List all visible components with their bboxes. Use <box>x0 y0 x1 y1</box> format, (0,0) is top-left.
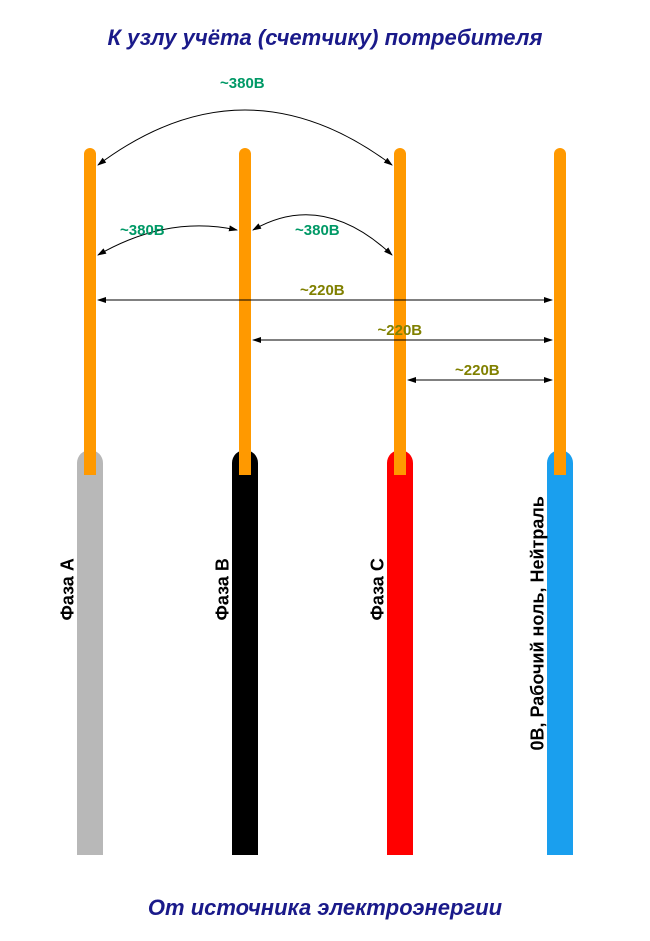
voltage-380-bc: ~380В <box>295 222 340 239</box>
voltage-220-bn: ~220В <box>378 322 423 339</box>
voltage-380-ab: ~380В <box>120 222 165 239</box>
voltage-220-an: ~220В <box>300 282 345 299</box>
wire-label-phase-b: Фаза В <box>213 558 234 620</box>
wire-label-phase-c: Фаза С <box>368 558 389 620</box>
wire-label-phase-a: Фаза А <box>58 558 79 620</box>
wire-label-neutral: 0В, Рабочий ноль, Нейтраль <box>528 496 549 750</box>
voltage-220-cn: ~220В <box>455 362 500 379</box>
voltage-380-ac: ~380В <box>220 75 265 92</box>
wiring-diagram <box>0 0 650 941</box>
